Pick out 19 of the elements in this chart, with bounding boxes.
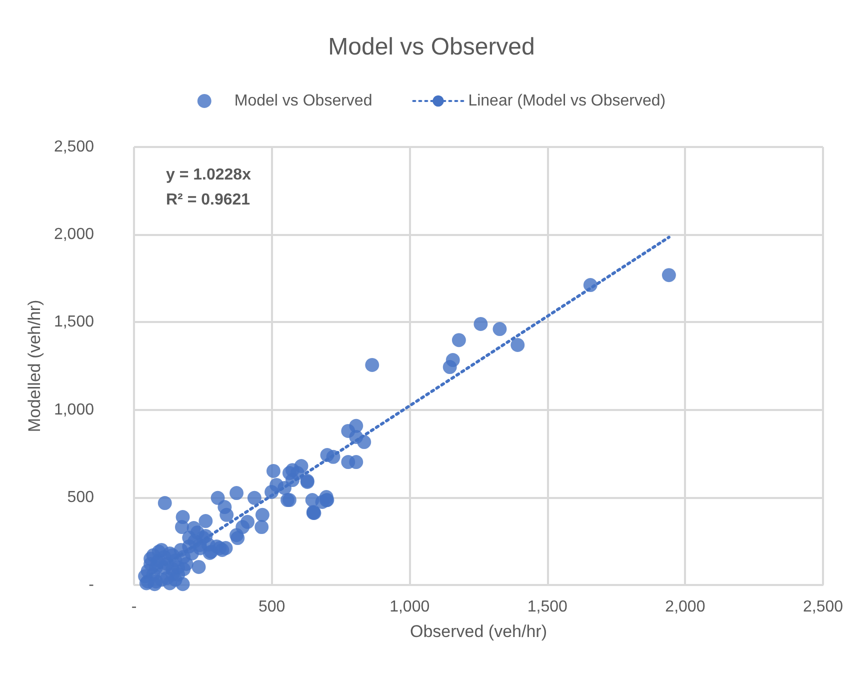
legend-label: Model vs Observed bbox=[234, 92, 372, 110]
y-tick-label: 500 bbox=[67, 488, 94, 506]
x-tick-label: - bbox=[131, 598, 137, 616]
chart-title: Model vs Observed bbox=[328, 34, 535, 60]
x-tick-label: 500 bbox=[258, 598, 286, 616]
y-tick-label: 1,000 bbox=[54, 401, 94, 418]
y-axis-title: Modelled (veh/hr) bbox=[25, 300, 44, 432]
y-tick-label: 2,500 bbox=[54, 138, 94, 156]
x-axis-title: Observed (veh/hr) bbox=[410, 622, 547, 641]
y-tick-label: 2,000 bbox=[54, 226, 94, 244]
x-tick-label: 1,000 bbox=[390, 598, 430, 616]
x-tick-label: 1,500 bbox=[527, 598, 568, 616]
y-tick-label: - bbox=[88, 576, 94, 594]
x-tick-label: 2,000 bbox=[665, 598, 706, 616]
x-tick-label: 2,500 bbox=[802, 598, 844, 616]
legend-label: Linear (Model vs Observed) bbox=[468, 92, 666, 110]
annotation: R² = 0.9621 bbox=[166, 192, 250, 208]
annotation: y = 1.0228x bbox=[166, 166, 252, 184]
y-tick-label: 1,500 bbox=[54, 314, 94, 331]
